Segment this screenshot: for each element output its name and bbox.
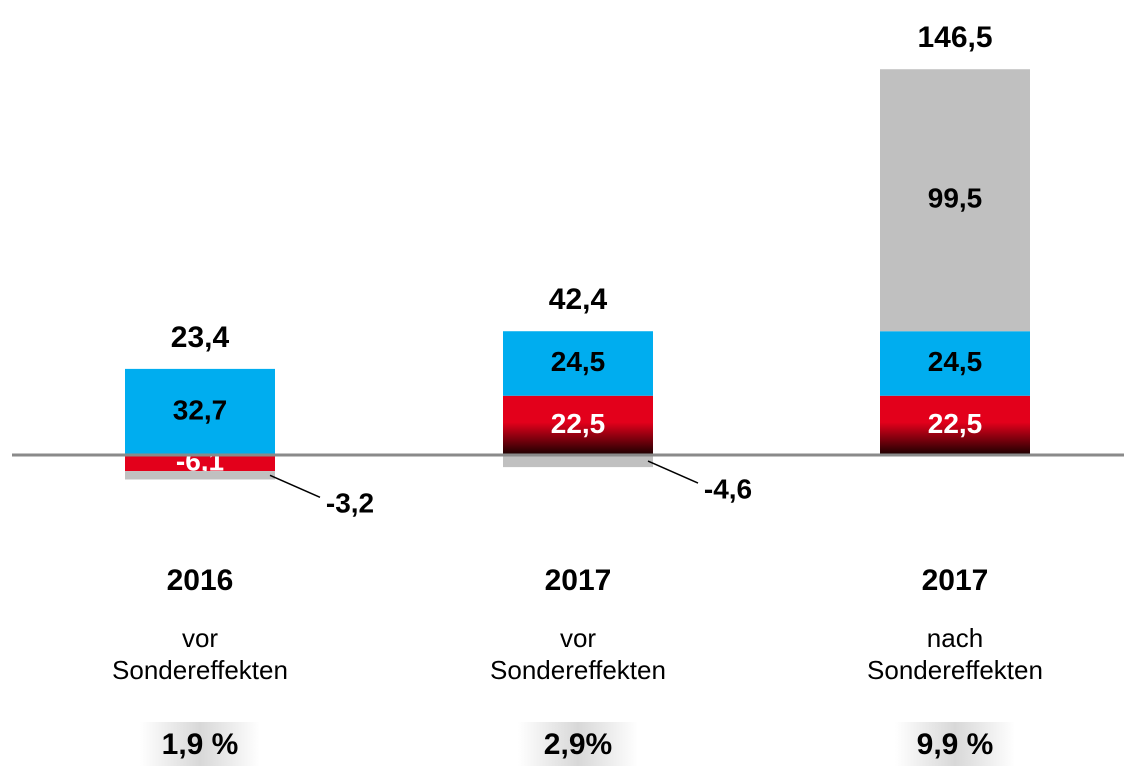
- category-sublabel: vor: [560, 623, 596, 653]
- category-sublabel: nach: [927, 623, 983, 653]
- bar-segment: [125, 455, 275, 472]
- segment-label: 24,5: [928, 346, 983, 377]
- bar-segment: [503, 455, 653, 468]
- bar-segment: [125, 471, 275, 480]
- bar-segment: [125, 368, 275, 455]
- segment-label: -4,6: [704, 473, 752, 504]
- segment-label: 24,5: [551, 346, 606, 377]
- leader-line: [647, 460, 699, 484]
- segment-label: 22,5: [928, 408, 983, 439]
- category-sublabel: vor: [182, 623, 218, 653]
- category-sublabel: Sondereffekten: [490, 655, 666, 685]
- bar-segment: [503, 331, 653, 396]
- margin-label: 9,9 %: [917, 728, 994, 761]
- category-sublabel: Sondereffekten: [112, 655, 288, 685]
- category-label: 2017: [545, 564, 612, 597]
- bar-segment: [503, 395, 653, 455]
- margin-bg: [518, 722, 638, 766]
- total-label: 42,4: [549, 283, 608, 316]
- margin-label: 2,9%: [544, 728, 612, 761]
- category-label: 2017: [922, 564, 989, 597]
- margin-bg: [140, 722, 260, 766]
- margin-label: 1,9 %: [162, 728, 239, 761]
- margin-bg: [895, 722, 1015, 766]
- segment-label: -3,2: [326, 488, 374, 519]
- total-label: 146,5: [917, 21, 992, 54]
- total-label: 23,4: [171, 321, 230, 354]
- bar-segment: [880, 395, 1030, 455]
- category-sublabel: Sondereffekten: [867, 655, 1043, 685]
- segment-label: 32,7: [173, 394, 228, 425]
- leader-line: [269, 474, 321, 498]
- bar-segment: [880, 331, 1030, 396]
- segment-label: 22,5: [551, 408, 606, 439]
- segment-label: 99,5: [928, 183, 983, 214]
- category-label: 2016: [167, 564, 234, 597]
- bar-segment: [880, 69, 1030, 332]
